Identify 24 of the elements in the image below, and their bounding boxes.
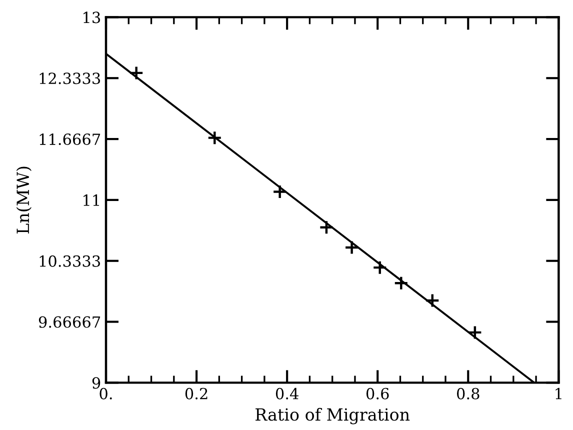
- y-tick-label: 12.3333: [40, 72, 100, 84]
- y-tick-label: 9: [92, 377, 100, 389]
- point: [425, 293, 440, 308]
- point: [207, 130, 222, 146]
- point: [128, 66, 144, 80]
- y-tick-label: 11: [84, 194, 99, 206]
- y-tick-label: 10.3333: [40, 255, 100, 267]
- point: [468, 325, 482, 340]
- y-tick-label: 11.6667: [40, 133, 100, 146]
- x-tick-label: 1: [556, 388, 562, 400]
- point: [372, 260, 388, 275]
- x-tick-label: 0.6: [366, 388, 389, 400]
- point: [319, 220, 334, 235]
- x-tick-label: 0.8: [457, 388, 480, 400]
- y-tick-label: 13: [84, 12, 100, 24]
- x-axis-title: Ratio of Migration: [256, 408, 410, 424]
- point: [344, 240, 360, 255]
- point: [394, 276, 409, 290]
- y-axis-title: Ln(MW): [16, 166, 32, 234]
- y-tick-label: 9.66667: [38, 316, 100, 328]
- x-tick-label: 0.: [100, 388, 112, 400]
- x-tick-label: 0.4: [276, 388, 298, 400]
- x-tick-label: 0.2: [185, 388, 208, 400]
- point: [272, 184, 288, 200]
